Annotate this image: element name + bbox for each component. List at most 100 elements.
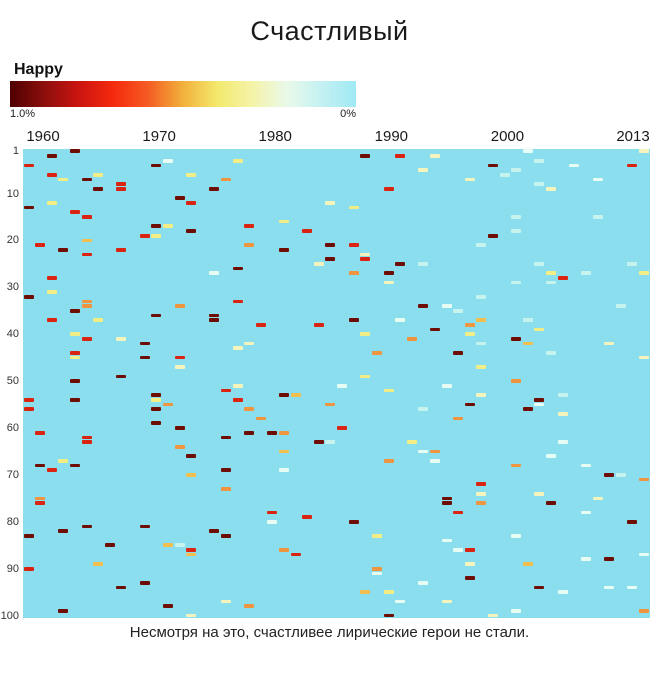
heatmap-cell xyxy=(383,458,394,463)
heatmap-cell xyxy=(279,247,290,252)
heatmap-cell xyxy=(267,510,278,515)
heatmap-cell xyxy=(93,172,104,177)
heatmap-cell xyxy=(383,186,394,191)
heatmap-cell xyxy=(139,341,150,346)
heatmap-cell xyxy=(23,534,34,538)
heatmap-cell xyxy=(511,215,522,219)
heatmap-cell xyxy=(220,388,231,393)
heatmap-cell xyxy=(395,318,406,322)
heatmap-cell xyxy=(360,257,371,261)
heatmap-cell xyxy=(35,463,46,468)
heatmap-cell xyxy=(488,613,499,618)
heatmap-cell xyxy=(220,487,231,491)
heatmap-cell xyxy=(453,351,464,355)
heatmap-cell xyxy=(580,271,591,276)
heatmap-cell xyxy=(209,313,220,318)
heatmap-cell xyxy=(464,332,475,337)
heatmap-cell xyxy=(488,233,499,238)
heatmap-cell xyxy=(406,440,417,444)
heatmap-cell xyxy=(186,552,197,557)
heatmap-cell xyxy=(325,201,336,205)
heatmap-cell xyxy=(418,304,429,308)
y-tick-label: 70 xyxy=(6,468,19,481)
heatmap-cell xyxy=(23,566,34,571)
heatmap-cell xyxy=(58,247,69,252)
heatmap-cell xyxy=(81,299,92,304)
heatmap-cell xyxy=(35,501,46,505)
heatmap-cell xyxy=(511,609,522,613)
heatmap-cell xyxy=(58,529,69,534)
heatmap-cell xyxy=(360,590,371,594)
heatmap-cell xyxy=(151,407,162,412)
heatmap-cell xyxy=(186,548,197,552)
heatmap-cell xyxy=(151,398,162,402)
heatmap-cell xyxy=(476,341,487,346)
heatmap-cell xyxy=(116,337,127,341)
heatmap-cell xyxy=(453,548,464,552)
x-tick-label: 2013 xyxy=(616,128,650,145)
heatmap-cell xyxy=(186,613,197,618)
y-tick-label: 1 xyxy=(12,145,19,158)
heatmap-cell xyxy=(209,186,220,191)
heatmap-cell xyxy=(70,308,81,313)
heatmap-cell xyxy=(70,332,81,337)
heatmap-cell xyxy=(151,313,162,318)
heatmap-cell xyxy=(325,257,336,261)
heatmap-cell xyxy=(534,398,545,402)
heatmap-cell xyxy=(151,421,162,426)
heatmap-cell xyxy=(313,322,324,327)
heatmap-cell xyxy=(220,435,231,440)
heatmap-cell xyxy=(476,501,487,505)
heatmap-cell xyxy=(151,393,162,398)
heatmap-cell xyxy=(244,604,255,609)
heatmap-cell xyxy=(371,351,382,355)
heatmap-cell xyxy=(104,543,115,548)
heatmap-grid xyxy=(23,149,650,618)
heatmap-cell xyxy=(151,163,162,168)
y-tick-label: 20 xyxy=(6,234,19,247)
heatmap-cell xyxy=(255,416,266,421)
heatmap-cell xyxy=(58,458,69,463)
legend-min-label: 0% xyxy=(340,108,356,120)
heatmap-cell xyxy=(511,280,522,285)
heatmap-cell xyxy=(534,327,545,332)
heatmap-cell xyxy=(232,299,243,304)
heatmap-cell xyxy=(302,229,313,233)
heatmap-cell xyxy=(70,355,81,360)
heatmap-cell xyxy=(46,276,57,280)
heatmap-cell xyxy=(116,186,127,191)
heatmap-cell xyxy=(441,304,452,308)
heatmap-cell xyxy=(279,548,290,552)
heatmap-cell xyxy=(232,158,243,163)
heatmap-cell xyxy=(313,262,324,266)
legend-max-label: 1.0% xyxy=(10,108,36,120)
heatmap-cell xyxy=(546,351,557,355)
heatmap-cell xyxy=(534,491,545,496)
heatmap-cell xyxy=(81,435,92,440)
heatmap-cell xyxy=(232,398,243,402)
heatmap-cell xyxy=(255,322,266,327)
heatmap-cell xyxy=(139,355,150,360)
heatmap-cell xyxy=(627,262,638,266)
heatmap-cell xyxy=(81,215,92,219)
heatmap-cell xyxy=(302,515,313,519)
x-tick-label: 1990 xyxy=(374,128,409,145)
heatmap-cell xyxy=(476,393,487,398)
heatmap-cell xyxy=(511,229,522,233)
heatmap-cell xyxy=(476,318,487,322)
heatmap-cell xyxy=(23,294,34,299)
heatmap-cell xyxy=(592,496,603,501)
heatmap-cell xyxy=(46,172,57,177)
heatmap-cell xyxy=(615,473,626,477)
heatmap-cell xyxy=(267,430,278,435)
heatmap-cell xyxy=(139,580,150,585)
heatmap-cell xyxy=(174,304,185,308)
heatmap-cell xyxy=(383,613,394,618)
heatmap-cell xyxy=(244,430,255,435)
heatmap-cell xyxy=(186,473,197,477)
heatmap-cell xyxy=(476,243,487,247)
heatmap-cell xyxy=(464,402,475,407)
heatmap-cell xyxy=(81,337,92,341)
heatmap-cell xyxy=(383,388,394,393)
